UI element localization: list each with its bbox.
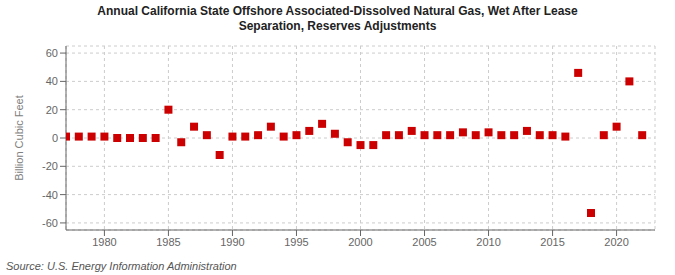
svg-text:1980: 1980: [92, 236, 116, 248]
svg-text:Billion Cubic Feet: Billion Cubic Feet: [13, 95, 25, 181]
svg-text:1995: 1995: [284, 236, 308, 248]
svg-text:1985: 1985: [156, 236, 180, 248]
html-text:Separation, Reserves Adjustmen: Separation, Reserves Adjustments: [238, 19, 437, 33]
html-text:Annual California State Offsho: Annual California State Offshore Associa…: [97, 4, 578, 18]
svg-text:2000: 2000: [348, 236, 372, 248]
svg-text:60: 60: [46, 47, 58, 59]
svg-text:2020: 2020: [604, 236, 628, 248]
svg-text:2010: 2010: [476, 236, 500, 248]
html-text:Source: U.S. Energy Informatio: Source: U.S. Energy Information Administ…: [6, 260, 237, 272]
svg-text:2005: 2005: [412, 236, 436, 248]
svg-text:-20: -20: [42, 160, 58, 172]
svg-text:20: 20: [46, 104, 58, 116]
svg-text:-60: -60: [42, 217, 58, 229]
svg-text:1990: 1990: [220, 236, 244, 248]
svg-text:40: 40: [46, 75, 58, 87]
svg-text:-40: -40: [42, 189, 58, 201]
svg-text:0: 0: [52, 132, 58, 144]
svg-text:2015: 2015: [540, 236, 564, 248]
